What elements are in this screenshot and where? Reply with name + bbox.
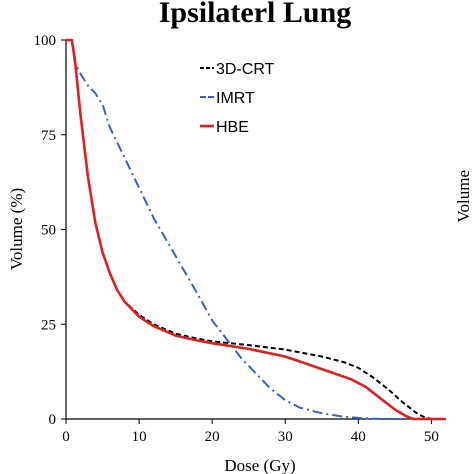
legend-label: HBE — [216, 119, 249, 136]
series-lines — [66, 38, 446, 421]
series-line-3d-crt — [66, 39, 446, 420]
y-tick-label: 100 — [34, 33, 57, 49]
x-tick-label: 20 — [205, 429, 220, 445]
x-tick-label: 50 — [424, 429, 439, 445]
x-axis-label: Dose (Gy) — [224, 456, 295, 474]
right-y-axis-label: Volume — [454, 170, 473, 223]
y-tick-label: 25 — [41, 317, 56, 333]
series-line-imrt — [66, 39, 446, 420]
x-tick-label: 40 — [351, 429, 366, 445]
x-tick-label: 0 — [62, 429, 70, 445]
y-tick-label: 75 — [41, 128, 56, 144]
x-tick-label: 10 — [132, 429, 147, 445]
series-line-hbe — [66, 38, 446, 421]
x-tick-label: 30 — [278, 429, 293, 445]
tick-labels: 0 25 50 75 100 0 10 20 30 40 50 — [34, 33, 439, 445]
chart-title: Ipsilaterl Lung — [159, 0, 352, 29]
y-axis-label: Volume (%) — [7, 188, 26, 270]
y-tick-label: 50 — [41, 223, 56, 239]
legend: 3D-CRT IMRT HBE — [200, 61, 275, 136]
legend-label: IMRT — [216, 90, 255, 107]
y-axis-label-group: Volume (%) — [7, 188, 26, 270]
right-y-axis-label-group: Volume — [454, 170, 473, 223]
axes — [61, 39, 446, 424]
y-tick-label: 0 — [49, 412, 57, 428]
legend-label: 3D-CRT — [216, 61, 275, 78]
